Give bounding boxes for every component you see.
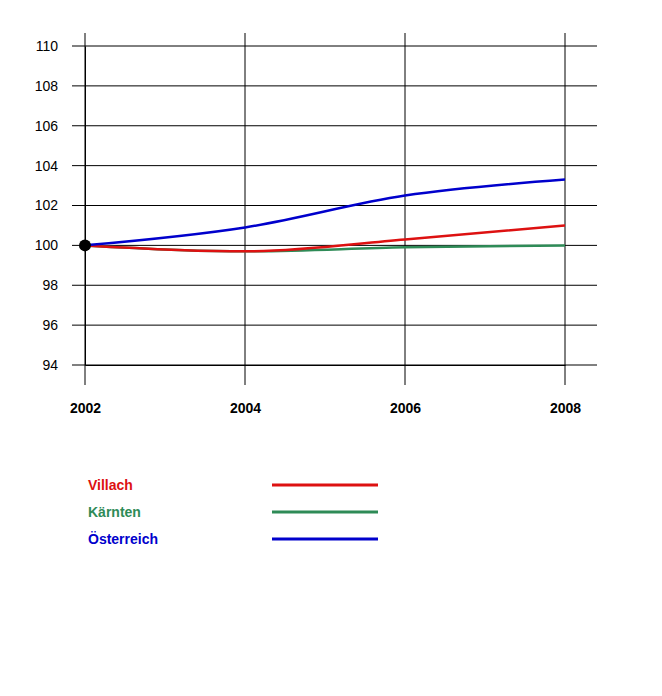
tick-label: 2004 bbox=[230, 400, 261, 416]
tick-label: 96 bbox=[42, 317, 58, 333]
grid-line bbox=[72, 125, 597, 126]
chart: 94 96 98 100 102 104 106 108 110 2002 2004 2006 2008… bbox=[0, 0, 662, 696]
legend-swatch bbox=[272, 511, 378, 514]
grid-line bbox=[72, 285, 597, 286]
tick: 94 bbox=[42, 357, 85, 373]
tick: 102 bbox=[35, 197, 85, 213]
y-axis: 94 96 98 100 102 104 106 108 110 bbox=[35, 38, 86, 373]
tick-label: 108 bbox=[35, 78, 59, 94]
axis-line bbox=[86, 365, 566, 366]
tick: 104 bbox=[35, 158, 85, 174]
tick: 2002 bbox=[70, 365, 101, 416]
grid-line bbox=[72, 365, 597, 366]
series-line bbox=[85, 180, 565, 246]
grid-line bbox=[565, 33, 566, 385]
legend-swatch bbox=[272, 538, 378, 541]
tick: 100 bbox=[35, 237, 85, 253]
grid-line bbox=[85, 33, 86, 385]
grid-line bbox=[405, 33, 406, 385]
grid-line bbox=[72, 205, 597, 206]
grid-line bbox=[72, 325, 597, 326]
tick: 96 bbox=[42, 317, 85, 333]
tick: 110 bbox=[36, 38, 85, 54]
grid bbox=[72, 33, 597, 385]
tick-label: 94 bbox=[42, 357, 58, 373]
tick-label: 2006 bbox=[390, 400, 421, 416]
legend-label: Villach bbox=[88, 477, 133, 493]
grid-line bbox=[72, 46, 597, 47]
grid-line bbox=[72, 85, 597, 86]
x-axis: 2002 2004 2006 2008 bbox=[70, 365, 581, 416]
grid-line bbox=[245, 33, 246, 385]
legend: Villach Kärnten Österreich bbox=[88, 477, 378, 547]
tick-label: 110 bbox=[36, 38, 59, 54]
tick-label: 104 bbox=[35, 158, 59, 174]
start-point bbox=[79, 239, 91, 251]
tick: 2006 bbox=[390, 365, 421, 416]
tick: 108 bbox=[35, 78, 85, 94]
legend-label: Kärnten bbox=[88, 504, 141, 520]
tick-label: 2008 bbox=[550, 400, 581, 416]
tick-label: 106 bbox=[35, 118, 59, 134]
tick-label: 2002 bbox=[70, 400, 101, 416]
legend-swatch bbox=[272, 484, 378, 487]
tick: 2008 bbox=[550, 365, 581, 416]
tick-label: 102 bbox=[35, 197, 59, 213]
axis-line bbox=[85, 47, 86, 366]
tick: 98 bbox=[42, 277, 85, 293]
tick: 2004 bbox=[230, 365, 261, 416]
legend-label: Österreich bbox=[88, 531, 158, 547]
grid-line bbox=[72, 165, 597, 166]
tick-label: 100 bbox=[35, 237, 59, 253]
tick: 106 bbox=[35, 118, 85, 134]
tick-label: 98 bbox=[42, 277, 58, 293]
plot-area bbox=[85, 180, 565, 252]
